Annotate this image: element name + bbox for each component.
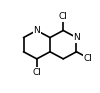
Text: Cl: Cl bbox=[32, 68, 41, 77]
Text: N: N bbox=[33, 26, 40, 35]
Text: Cl: Cl bbox=[59, 12, 68, 21]
Text: Cl: Cl bbox=[84, 54, 93, 63]
Text: N: N bbox=[73, 33, 80, 42]
